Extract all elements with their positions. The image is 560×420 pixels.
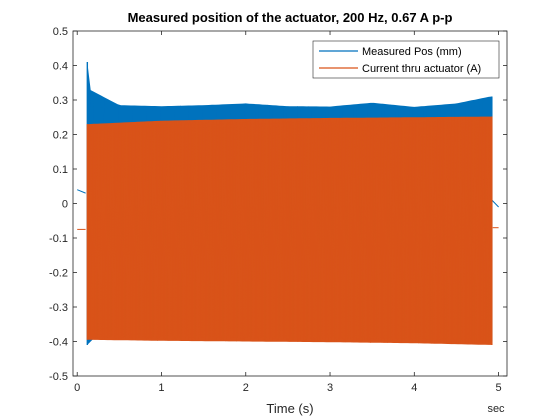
data-layer [77,62,499,345]
x-tick-label: 5 [496,382,502,394]
x-tick-label: 3 [327,382,333,394]
series-measured-pos-baseline-start [77,189,86,194]
x-tick-label: 1 [158,382,164,394]
y-tick-label: 0.2 [53,130,68,142]
y-tick-label: 0 [62,199,68,211]
tick-layer: 0 1 2 3 4 5 -0.5 -0.4 -0.3 -0.2 -0.1 0 0.1 0.2 0.3 0.4 0… [49,26,507,394]
legend-box [312,40,500,79]
series-current [77,116,499,345]
series-measured-pos-baseline-end [491,199,499,208]
y-tick-label: -0.5 [49,371,68,383]
y-tick-label: -0.2 [49,268,68,280]
y-tick-label: -0.4 [49,337,68,349]
y-tick-label: 0.5 [53,26,68,38]
x-tick-label: 0 [74,382,80,394]
legend: Measured Pos (mm) Current thru actuator … [312,40,500,79]
legend-label-measured-pos: Measured Pos (mm) [362,46,462,58]
chart-title: Measured position of the actuator, 200 H… [128,10,453,25]
y-tick-label: -0.3 [49,302,68,314]
y-tick-label: 0.1 [53,164,68,176]
x-tick-label: 2 [243,382,249,394]
series-current-oscillation [87,116,493,345]
x-tick-label: 4 [411,382,417,394]
y-tick-label: 0.4 [53,61,68,73]
y-tick-label: -0.1 [49,233,68,245]
legend-label-current: Current thru actuator (A) [362,63,481,75]
x-axis-label: Time (s) [266,401,313,416]
y-tick-label: 0.3 [53,95,68,107]
x-axis-unit-label: sec [487,403,505,415]
